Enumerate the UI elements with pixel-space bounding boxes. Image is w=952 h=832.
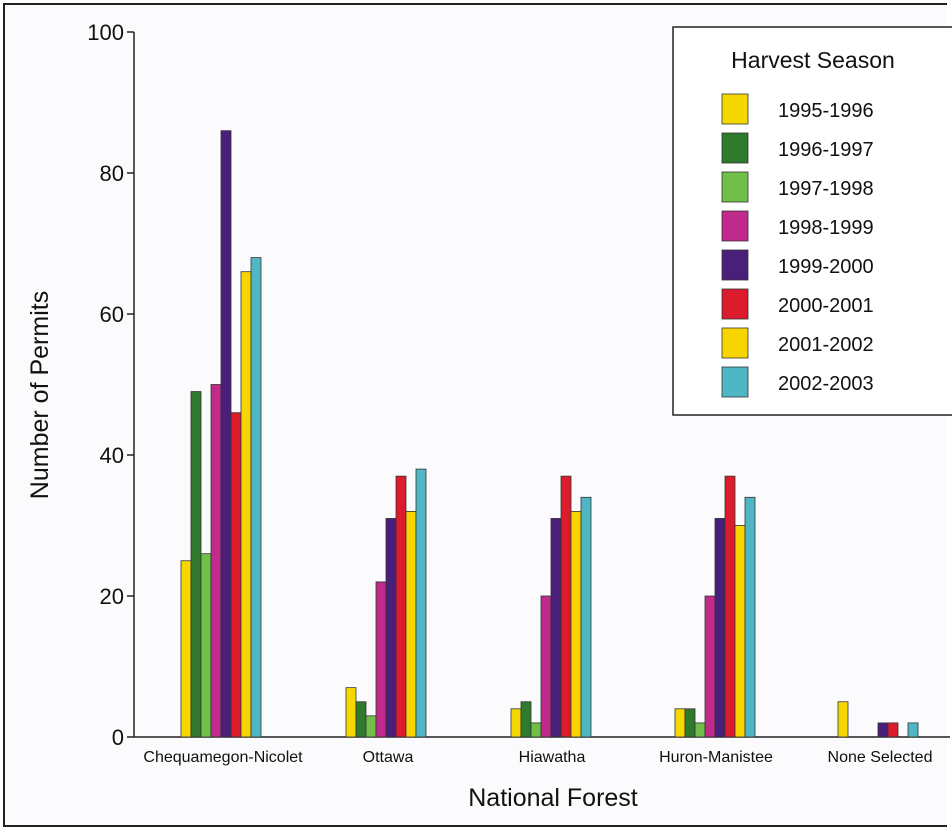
bar-2001-2002-ottawa (405, 510, 417, 738)
bar-1995-1996-hiawatha (510, 708, 522, 738)
legend-label: 1999-2000 (778, 256, 874, 278)
y-tick-label: 40 (100, 443, 124, 468)
bar-2001-2002-huron-manistee (734, 525, 746, 738)
legend-label: 2001-2002 (778, 334, 874, 356)
bar-1996-1997-ottawa (355, 701, 367, 738)
bar-1999-2000-ottawa (385, 518, 397, 738)
y-axis-ticks: 0 20 40 60 80 100 (87, 20, 134, 750)
legend-label: 1996-1997 (778, 139, 874, 161)
legend-swatch (721, 93, 749, 125)
x-tick-label: Huron-Manistee (659, 749, 773, 766)
x-axis-tick-labels: Chequamegon-Nicolet Ottawa Hiawatha Huron-M… (143, 749, 932, 766)
bar-2000-2001-huron-manistee (724, 475, 736, 738)
y-tick-label: 0 (112, 725, 124, 750)
bar-1997-1998-huron-manistee (694, 722, 706, 738)
bar-1995-1996-none-selected (837, 701, 849, 738)
bar-1998-1999-huron-manistee (704, 595, 716, 738)
y-axis-label: Number of Permits (26, 291, 54, 499)
x-tick-label: Hiawatha (519, 749, 586, 766)
bar-1996-1997-hiawatha (520, 701, 532, 738)
bar-2001-2002-chequamegon-nicolet (240, 271, 252, 738)
x-axis-label: National Forest (468, 784, 638, 812)
legend-items: 1995-1996 1996-1997 1997-1998 1998-1999 1999… (721, 93, 874, 398)
bar-2000-2001-none-selected (887, 722, 899, 738)
legend-swatch (721, 327, 749, 359)
legend-swatch (721, 132, 749, 164)
x-tick-label: Ottawa (363, 749, 414, 766)
bar-1995-1996-huron-manistee (674, 708, 686, 738)
bar-2000-2001-ottawa (395, 475, 407, 738)
bar-1997-1998-chequamegon-nicolet (200, 553, 212, 738)
x-tick-label: Chequamegon-Nicolet (143, 749, 303, 766)
legend-label: 1998-1999 (778, 217, 874, 239)
legend-swatch (721, 366, 749, 398)
legend-swatch (721, 249, 749, 281)
y-tick-label: 20 (100, 584, 124, 609)
legend-title: Harvest Season (731, 47, 895, 73)
bar-1998-1999-chequamegon-nicolet (210, 384, 222, 738)
bar-2002-2003-huron-manistee (744, 496, 756, 738)
bar-1997-1998-ottawa (365, 715, 377, 738)
bar-1995-1996-ottawa (345, 687, 357, 738)
bar-2000-2001-hiawatha (560, 475, 572, 738)
y-tick-label: 80 (100, 161, 124, 186)
bar-1998-1999-ottawa (375, 581, 387, 738)
bar-2002-2003-hiawatha (580, 496, 592, 738)
y-tick-label: 60 (100, 302, 124, 327)
bar-1999-2000-hiawatha (550, 518, 562, 738)
bar-1996-1997-huron-manistee (684, 708, 696, 738)
legend-swatch (721, 210, 749, 242)
bar-2002-2003-none-selected (907, 722, 919, 738)
bar-1999-2000-none-selected (877, 722, 889, 738)
bar-1999-2000-chequamegon-nicolet (220, 130, 232, 738)
y-tick-label: 100 (87, 20, 124, 45)
x-tick-label: None Selected (828, 749, 933, 766)
bar-1998-1999-hiawatha (540, 595, 552, 738)
bar-2002-2003-chequamegon-nicolet (250, 257, 262, 738)
legend-label: 2000-2001 (778, 295, 874, 317)
bar-1996-1997-chequamegon-nicolet (190, 391, 202, 738)
legend-label: 1995-1996 (778, 100, 874, 122)
bar-2001-2002-hiawatha (570, 510, 582, 738)
legend-box (672, 26, 952, 416)
bar-2002-2003-ottawa (415, 468, 427, 738)
legend-label: 1997-1998 (778, 178, 874, 200)
legend-swatch (721, 288, 749, 320)
legend-swatch (721, 171, 749, 203)
bar-2000-2001-chequamegon-nicolet (230, 412, 242, 738)
bars (180, 130, 919, 738)
bar-1997-1998-hiawatha (530, 722, 542, 738)
bar-1999-2000-huron-manistee (714, 518, 726, 738)
legend: Harvest Season 1995-1996 1996-1997 1997-19… (672, 26, 952, 416)
legend-label: 2002-2003 (778, 373, 874, 395)
bar-1995-1996-chequamegon-nicolet (180, 560, 192, 738)
